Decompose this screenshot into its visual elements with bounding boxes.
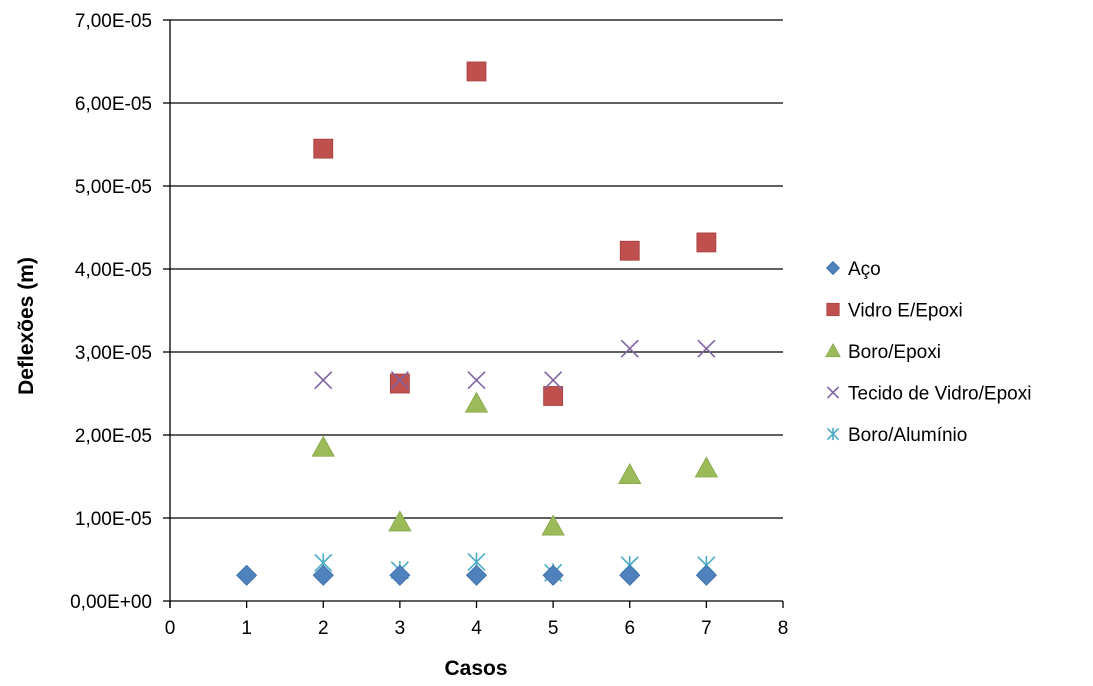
data-point-triangle <box>694 456 719 478</box>
data-point-triangle <box>311 435 335 457</box>
legend-item: Aço <box>825 259 881 280</box>
data-point-x <box>697 339 716 358</box>
data-point-square <box>389 373 410 394</box>
data-point-x <box>314 371 333 390</box>
legend: Aço Vidro E/Epoxi Boro/Epoxi Tecido de Vidr… <box>825 259 1031 446</box>
x-tick-label: 0 <box>165 618 176 639</box>
tick-labels: 0,00E+00 1,00E-05 2,00E-05 3,00E-05 4,00E-05… <box>70 11 788 639</box>
data-point-diamond <box>695 564 717 586</box>
data-point-square <box>543 386 564 406</box>
legend-marker-triangle <box>825 343 841 358</box>
x-tick-label: 6 <box>624 618 635 639</box>
legend-label: Tecido de Vidro/Epoxi <box>848 384 1031 405</box>
legend-label: Aço <box>848 259 881 280</box>
data-point-square <box>619 240 640 261</box>
y-axis-title: Deflexões (m) <box>15 257 38 395</box>
data-point-square <box>466 61 487 82</box>
data-point-triangle <box>541 514 565 536</box>
data-point-triangle <box>618 463 642 485</box>
x-tick-label: 1 <box>241 618 252 639</box>
x-tick-label: 4 <box>471 618 482 639</box>
data-point-triangle <box>388 510 412 532</box>
y-tick-label: 4,00E-05 <box>75 260 152 281</box>
legend-marker-star <box>826 427 840 441</box>
data-point-x <box>390 371 409 390</box>
y-tick-label: 1,00E-05 <box>75 509 152 530</box>
data-point-triangle <box>464 391 489 413</box>
legend-item: Tecido de Vidro/Epoxi <box>826 384 1031 405</box>
data-point-diamond <box>236 564 258 586</box>
data-point-square <box>696 232 717 253</box>
legend-marker-x <box>826 386 840 399</box>
legend-item: Vidro E/Epoxi <box>826 301 963 322</box>
data-point-square <box>313 138 334 159</box>
legend-marker-diamond <box>825 260 841 276</box>
axes <box>163 19 784 608</box>
x-axis-title: Casos <box>444 657 507 680</box>
gridlines <box>170 19 783 519</box>
y-tick-label: 6,00E-05 <box>75 94 152 115</box>
y-tick-label: 0,00E+00 <box>70 592 152 613</box>
legend-label: Boro/Epoxi <box>848 342 941 363</box>
legend-label: Vidro E/Epoxi <box>848 301 963 322</box>
legend-marker-square <box>826 302 840 317</box>
legend-item: Boro/Epoxi <box>825 342 941 363</box>
x-tick-label: 7 <box>701 618 712 639</box>
x-tick-label: 8 <box>778 618 789 639</box>
data-point-x <box>467 371 486 390</box>
y-tick-label: 7,00E-05 <box>75 11 152 32</box>
data-point-x <box>620 339 639 358</box>
y-tick-label: 5,00E-05 <box>75 177 152 198</box>
data-point-diamond <box>389 564 411 586</box>
legend-item: Boro/Alumínio <box>826 425 967 446</box>
x-tick-label: 3 <box>395 618 406 639</box>
data-point-diamond <box>465 564 488 586</box>
data-point-x <box>544 371 563 390</box>
data-points <box>236 61 719 586</box>
data-point-diamond <box>312 564 334 586</box>
data-point-diamond <box>619 564 641 586</box>
y-tick-label: 2,00E-05 <box>75 426 152 447</box>
y-tick-label: 3,00E-05 <box>75 343 152 364</box>
data-point-diamond <box>542 564 564 586</box>
x-tick-label: 2 <box>318 618 329 639</box>
x-tick-label: 5 <box>548 618 559 639</box>
legend-label: Boro/Alumínio <box>848 425 967 446</box>
